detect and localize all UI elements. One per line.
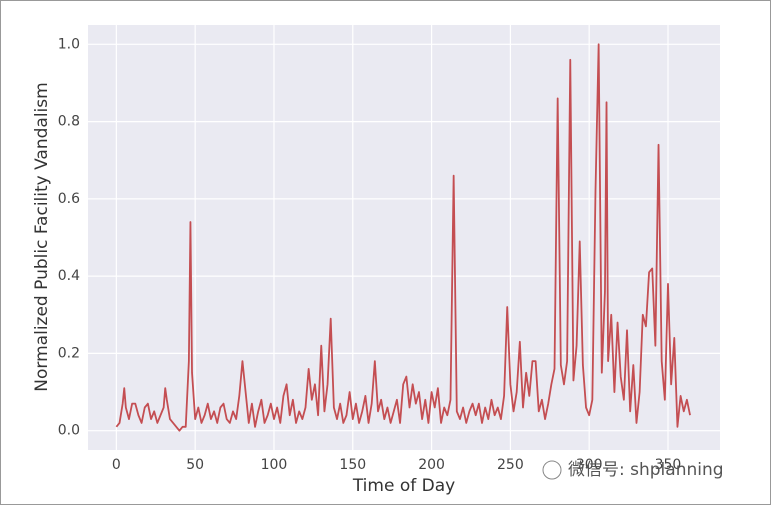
y-tick-label: 0.6	[58, 191, 80, 207]
y-tick-label: 1.0	[58, 36, 80, 52]
x-tick-label: 0	[112, 457, 121, 473]
x-tick-label: 350	[655, 457, 682, 473]
y-axis-title: Normalized Public Facility Vandalism	[32, 82, 52, 391]
x-tick-label: 150	[339, 457, 366, 473]
x-axis-title: Time of Day	[352, 476, 455, 496]
x-tick-label: 250	[497, 457, 524, 473]
y-tick-label: 0.0	[58, 423, 80, 439]
y-tick-label: 0.4	[58, 268, 80, 284]
x-tick-label: 200	[418, 457, 445, 473]
watermark-text: 微信号: shplanning	[568, 460, 724, 480]
data-line	[115, 43, 691, 432]
y-tick-label: 0.8	[58, 114, 80, 130]
watermark-icon	[542, 460, 562, 480]
watermark: 微信号: shplanning	[542, 460, 724, 480]
x-tick-label: 50	[186, 457, 204, 473]
x-tick-label: 300	[576, 457, 603, 473]
y-tick-label: 0.2	[58, 345, 80, 361]
x-tick-label: 100	[261, 457, 288, 473]
